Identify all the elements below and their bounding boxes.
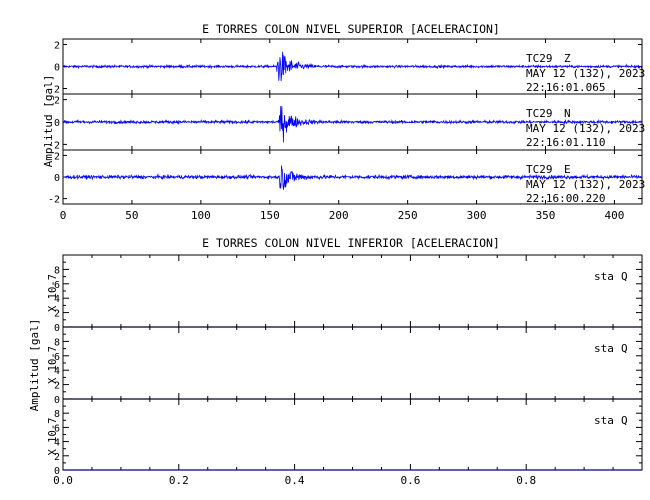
- top-chart-title: E TORRES COLON NIVEL SUPERIOR [ACELERACI…: [202, 22, 500, 36]
- bottom-chart-title: E TORRES COLON NIVEL INFERIOR [ACELERACI…: [202, 236, 500, 250]
- x-tick-label: 0: [60, 209, 67, 222]
- station-label: sta: [594, 414, 614, 427]
- x-tick-label: 0.0: [53, 474, 73, 487]
- component-label: N: [564, 107, 571, 120]
- flat-panel-0: [62, 254, 643, 328]
- y-tick-label: 4: [54, 438, 60, 449]
- date-label: MAY 12 (132), 2023: [526, 67, 645, 80]
- x-tick-label: 0.6: [400, 474, 420, 487]
- y-tick-label: 6: [54, 423, 60, 434]
- component-label: Q: [621, 270, 628, 283]
- y-tick-label: 0: [54, 63, 60, 74]
- station-label: TC29: [526, 107, 553, 120]
- scale-label: X 10-7: [47, 346, 59, 384]
- y-tick-label: 0: [54, 173, 60, 184]
- y-tick-label: -2: [48, 195, 60, 206]
- x-tick-label: 100: [191, 209, 211, 222]
- x-tick-label: 0.8: [516, 474, 536, 487]
- y-tick-label: 4: [54, 294, 60, 305]
- x-tick-label: 200: [329, 209, 349, 222]
- flat-panel-1: [62, 326, 643, 400]
- time-label: 22:16:01.065: [526, 81, 605, 94]
- x-tick-label: 50: [125, 209, 138, 222]
- x-tick-label: 0.2: [169, 474, 189, 487]
- y-tick-label: 2: [54, 452, 60, 463]
- x-tick-label: 400: [604, 209, 624, 222]
- trace-line-2: [62, 165, 643, 190]
- station-label: TC29: [526, 163, 553, 176]
- y-tick-label: 0: [54, 118, 60, 129]
- component-label: E: [564, 163, 571, 176]
- x-tick-label: 150: [260, 209, 280, 222]
- x-tick-label: 350: [536, 209, 556, 222]
- y-tick-label: -2: [48, 85, 60, 96]
- y-tick-label: 0: [54, 395, 60, 406]
- bottom-chart-ylabel: Amplitud [gal]: [28, 319, 41, 412]
- x-tick-label: 300: [467, 209, 487, 222]
- time-label: 22:16:00.220: [526, 192, 605, 205]
- time-label: 22:16:01.110: [526, 136, 605, 149]
- x-tick-label: 250: [398, 209, 418, 222]
- component-label: Q: [621, 414, 628, 427]
- y-tick-label: 8: [54, 337, 60, 348]
- date-label: MAY 12 (132), 2023: [526, 178, 645, 191]
- y-tick-label: 2: [54, 41, 60, 52]
- y-tick-label: 0: [54, 466, 60, 477]
- scale-label: X 10-7: [47, 418, 59, 456]
- y-tick-label: 0: [54, 323, 60, 334]
- y-tick-label: -2: [48, 140, 60, 151]
- date-label: MAY 12 (132), 2023: [526, 122, 645, 135]
- station-label: sta: [594, 270, 614, 283]
- y-tick-label: 8: [54, 409, 60, 420]
- top-chart-ylabel: Amplitud [gal]: [42, 75, 55, 168]
- trace-line-0: [62, 51, 643, 82]
- station-label: sta: [594, 342, 614, 355]
- x-tick-label: 0.4: [285, 474, 305, 487]
- y-tick-label: 2: [54, 151, 60, 162]
- component-label: Z: [564, 52, 571, 65]
- component-label: Q: [621, 342, 628, 355]
- y-tick-label: 8: [54, 265, 60, 276]
- y-tick-label: 2: [54, 309, 60, 320]
- y-tick-label: 6: [54, 352, 60, 363]
- flat-panel-2: [62, 398, 643, 471]
- bottom-chart: 8 6 4 2 0 X 10-7 sta Q 8 6 4 2 0 X 10-7 sta Q 8 6 4 2 0 X 10-…: [47, 254, 643, 487]
- trace-line-1: [62, 106, 643, 143]
- y-tick-label: 6: [54, 280, 60, 291]
- scale-label: X 10-7: [47, 274, 59, 312]
- y-tick-label: 2: [54, 381, 60, 392]
- y-tick-label: 4: [54, 366, 60, 377]
- y-tick-label: 2: [54, 96, 60, 107]
- station-label: TC29: [526, 52, 553, 65]
